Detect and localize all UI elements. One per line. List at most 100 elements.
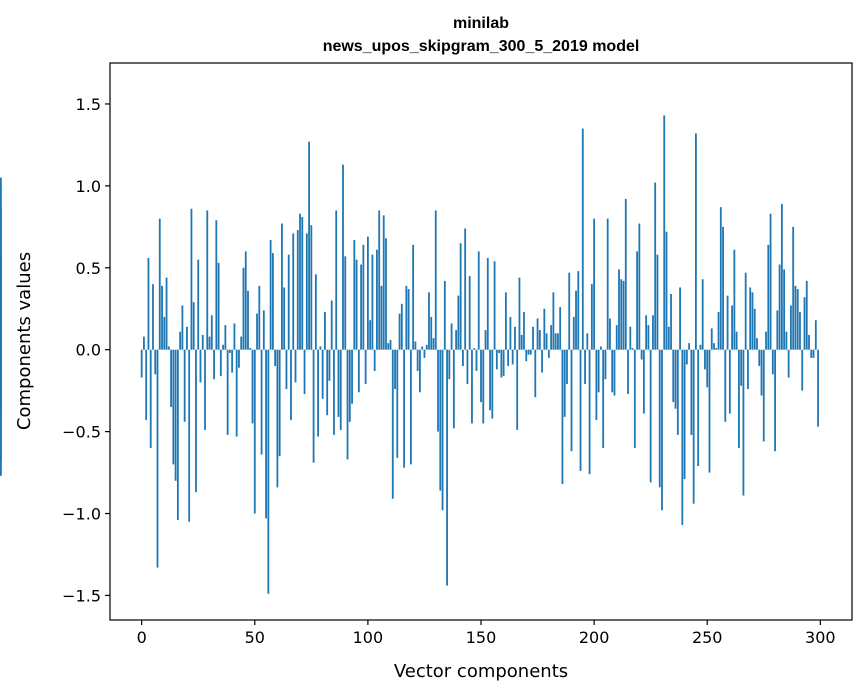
bar	[740, 349, 743, 386]
bar	[672, 349, 675, 403]
bar	[747, 349, 749, 390]
bar	[317, 349, 320, 437]
bar	[366, 236, 369, 350]
bar	[685, 349, 688, 365]
bar	[597, 349, 600, 393]
bar	[432, 338, 435, 350]
bar	[805, 280, 808, 350]
bar	[758, 349, 761, 367]
bar	[215, 220, 218, 350]
bar	[165, 277, 168, 350]
bar	[213, 349, 215, 380]
bar	[525, 349, 528, 362]
bar	[283, 287, 286, 350]
bar	[679, 287, 681, 350]
bar	[244, 251, 247, 350]
bar	[251, 349, 254, 424]
bar	[778, 264, 781, 350]
bar	[719, 207, 722, 350]
bar	[183, 349, 186, 422]
bar	[409, 349, 412, 465]
bar	[0, 207, 2, 350]
bar	[670, 293, 672, 350]
x-tick-label: 150	[466, 628, 497, 647]
bar	[303, 349, 306, 394]
bar	[357, 349, 360, 393]
bar	[579, 349, 582, 471]
bar	[326, 349, 329, 416]
bar	[412, 244, 415, 350]
x-tick-label: 0	[137, 628, 147, 647]
bar	[731, 305, 734, 350]
bar	[457, 295, 460, 350]
bar	[253, 349, 256, 514]
bar	[192, 302, 195, 350]
bar	[717, 312, 720, 350]
bar	[224, 325, 227, 350]
bar	[204, 349, 206, 430]
bar	[235, 349, 238, 437]
bar	[618, 269, 620, 350]
bar	[423, 349, 426, 358]
bar	[0, 349, 2, 476]
bar	[514, 326, 516, 350]
bar	[557, 333, 559, 350]
bar	[799, 312, 801, 350]
bar	[489, 349, 491, 411]
bar	[290, 349, 292, 421]
bar	[389, 339, 392, 350]
bar	[416, 349, 419, 371]
bar	[620, 279, 623, 350]
y-tick-label: 1.0	[76, 177, 101, 196]
bar	[452, 349, 455, 429]
bar	[181, 305, 184, 350]
bar	[493, 261, 496, 350]
bar	[258, 285, 261, 350]
y-tick-label: 0.0	[76, 341, 101, 360]
bar	[602, 349, 605, 448]
bar	[385, 238, 387, 350]
bar	[629, 326, 632, 350]
bar	[256, 313, 258, 350]
bar	[706, 349, 709, 388]
bar	[154, 349, 157, 375]
x-tick-label: 50	[245, 628, 265, 647]
bar	[428, 292, 430, 350]
bar	[774, 349, 776, 452]
bar	[810, 349, 813, 358]
bar	[652, 315, 654, 350]
bar	[378, 210, 381, 350]
bar	[538, 330, 541, 350]
bar	[373, 349, 376, 371]
bar	[455, 330, 458, 350]
bar	[249, 348, 252, 350]
bar	[572, 316, 575, 350]
bar	[396, 349, 399, 458]
bar	[645, 315, 648, 350]
bar	[541, 349, 543, 373]
bar	[599, 346, 602, 350]
bar	[186, 326, 188, 350]
bar	[441, 349, 444, 511]
bar	[339, 349, 342, 430]
bar	[511, 349, 514, 365]
bar	[217, 262, 220, 350]
bar	[172, 349, 175, 465]
bar	[742, 349, 745, 496]
bar	[532, 326, 534, 350]
bar	[726, 295, 729, 350]
bar	[156, 349, 159, 568]
x-axis-label: Vector components	[394, 661, 568, 682]
bar	[495, 349, 498, 370]
bar	[728, 349, 731, 414]
bar	[559, 307, 562, 350]
bar	[771, 349, 774, 375]
bar	[158, 218, 161, 350]
bar	[808, 334, 810, 350]
bar	[588, 349, 591, 475]
x-tick-label: 200	[579, 628, 610, 647]
bar	[516, 349, 519, 430]
bar	[699, 344, 702, 350]
bar	[147, 257, 150, 350]
bar	[554, 333, 557, 350]
